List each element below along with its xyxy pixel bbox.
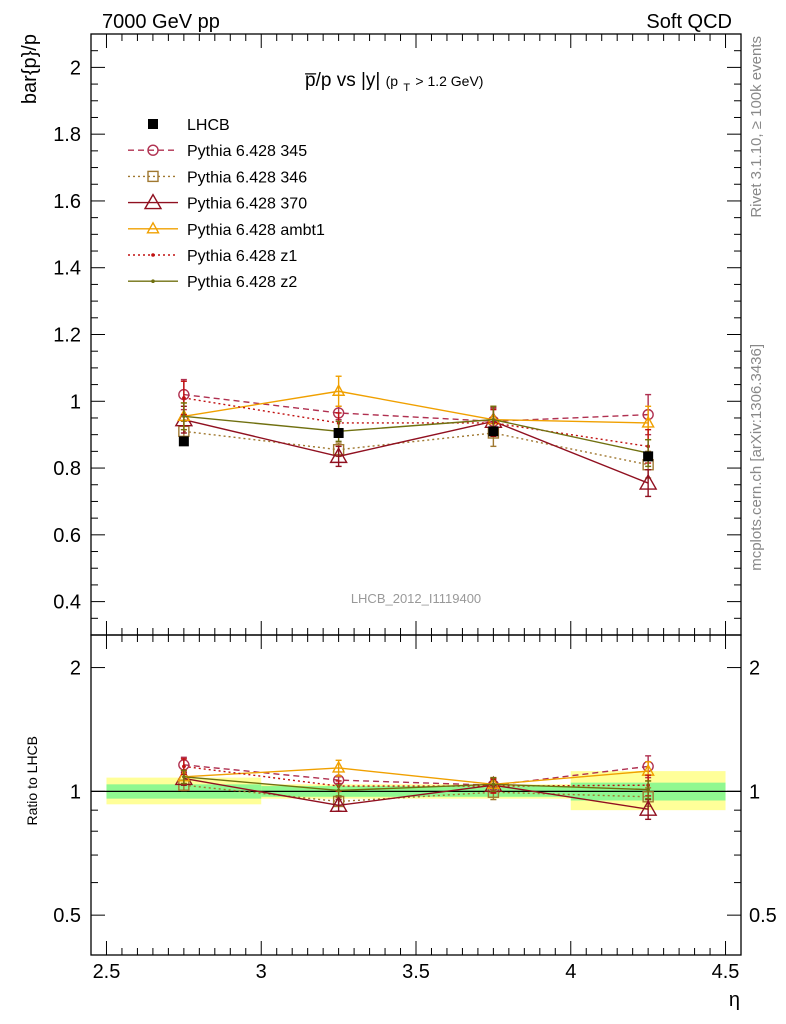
main-line-p345: [183, 393, 649, 423]
y-axis-label-ratio: Ratio to LHCB: [24, 736, 40, 825]
x-tick-label: 3.5: [402, 961, 430, 983]
plot-title-sub-open: (p: [386, 73, 399, 89]
y-tick-label: 0.6: [53, 525, 81, 547]
legend-entry-z2: Pythia 6.428 z2: [128, 274, 297, 291]
plot-title-main: p̅/p vs |y|: [305, 70, 381, 91]
legend-label-data: LHCB: [187, 117, 230, 134]
ratio-point-z2: [182, 774, 186, 779]
legend-marker-p346: [147, 170, 159, 183]
legend-label-p345: Pythia 6.428 345: [187, 143, 307, 160]
main-line-p346: [183, 430, 649, 466]
legend-entry-p370: Pythia 6.428 370: [128, 193, 307, 213]
y-tick-label: 1.6: [53, 191, 81, 213]
x-axis-label: η: [729, 989, 740, 1011]
main-point-z2: [491, 417, 496, 422]
legend-entry-p345: Pythia 6.428 345: [128, 143, 307, 160]
rivet-label: Rivet 3.1.10, ≥ 100k events: [748, 36, 765, 218]
ratio-line-p370: [183, 777, 649, 810]
plot-title: p̅/p vs |y| (p T > 1.2 GeV): [305, 70, 484, 96]
main-point-data: [643, 451, 654, 462]
legend-label-ambt1: Pythia 6.428 ambt1: [187, 222, 325, 239]
y-tick-label: 1.8: [53, 124, 81, 146]
x-tick-label: 3: [256, 961, 267, 983]
ratio-point-z2: [336, 788, 341, 793]
y-tick-label: 0.8: [53, 458, 81, 480]
main-point-p370: [329, 446, 348, 464]
y-tick-label: 0.4: [53, 592, 81, 614]
y-tick-label: 1.4: [53, 258, 81, 280]
series-layer: [174, 375, 658, 821]
main-point-p370: [638, 473, 658, 490]
legend-label-z1: Pythia 6.428 z1: [187, 248, 297, 265]
ratio-point-p370: [329, 795, 348, 812]
main-point-ambt1: [641, 415, 655, 428]
legend-marker-p345: [147, 144, 159, 156]
main-line-p370: [183, 418, 649, 484]
mcplots-label: mcplots.cern.ch [arXiv:1306.3436]: [748, 344, 765, 571]
legend-marker-z1: [151, 253, 155, 257]
ratio-series-z2: [180, 769, 652, 800]
main-point-data: [178, 436, 189, 447]
main-line-z2: [183, 415, 649, 454]
ratio-point-ambt1: [331, 760, 346, 773]
ratio-point-z2: [491, 782, 496, 787]
ratio-point-z2: [646, 787, 650, 792]
ratio-point-z1: [182, 764, 186, 769]
main-point-z2: [182, 414, 186, 419]
legend-marker-p370: [143, 193, 163, 210]
main-line-ambt1: [183, 390, 649, 424]
main-series-p345: [178, 378, 654, 436]
legend-marker-z2: [151, 279, 155, 284]
y-tick-label: 1.2: [53, 325, 81, 347]
main-series-p346: [178, 418, 654, 479]
ratio-y-tick-label-right: 2: [749, 658, 760, 680]
ratio-line-ambt1: [183, 767, 649, 786]
ratio-line-p345: [183, 764, 649, 786]
y-tick-label: 2: [70, 57, 81, 79]
x-tick-label: 4: [565, 961, 576, 983]
analysis-watermark: LHCB_2012_I1119400: [351, 591, 481, 606]
y-tick-label: 1: [70, 391, 81, 413]
legend-marker-data: [148, 119, 158, 129]
legend-entry-z1: Pythia 6.428 z1: [128, 248, 297, 265]
ratio-y-tick-label-right: 1: [749, 781, 760, 803]
main-series-p370: [174, 405, 658, 498]
x-tick-label: 4.5: [712, 961, 740, 983]
legend-label-p370: Pythia 6.428 370: [187, 196, 307, 213]
header-left: 7000 GeV pp: [102, 11, 220, 33]
legend: LHCB Pythia 6.428 345 Pythia 6.428 346 Pyth…: [128, 117, 325, 291]
legend-entry-ambt1: Pythia 6.428 ambt1: [128, 221, 325, 239]
legend-entry-data: LHCB: [148, 117, 230, 134]
ratio-line-z2: [183, 776, 649, 792]
main-point-data: [333, 427, 344, 438]
main-series-z2: [180, 402, 652, 468]
ratio-y-tick-label-right: 0.5: [749, 905, 777, 927]
ratio-y-tick-label: 2: [70, 658, 81, 680]
ratio-y-tick-label: 0.5: [53, 905, 81, 927]
x-tick-label: 2.5: [93, 961, 121, 983]
legend-label-p346: Pythia 6.428 346: [187, 169, 307, 186]
main-series-data: [178, 426, 654, 462]
y-axis-label-main: bar{p}/p: [19, 34, 41, 104]
plot-title-sub-close: > 1.2 GeV): [415, 73, 483, 89]
main-point-ambt1: [331, 383, 346, 396]
ratio-y-tick-label: 1: [70, 781, 81, 803]
legend-marker-ambt1: [146, 221, 160, 234]
ratio-point-p370: [638, 799, 658, 816]
plot-title-sub-index: T: [403, 82, 410, 94]
header-right: Soft QCD: [646, 11, 732, 33]
legend-entry-p346: Pythia 6.428 346: [128, 169, 307, 186]
main-point-data: [488, 426, 499, 437]
legend-label-z2: Pythia 6.428 z2: [187, 274, 297, 291]
main-point-z1: [182, 396, 186, 400]
axis-ticks: 2.5 3 3.5 4 4.5 0.4 0.6 0.8 1 1.2 1.4 1.6 1.8 2 0.5 0.5…: [53, 33, 777, 983]
